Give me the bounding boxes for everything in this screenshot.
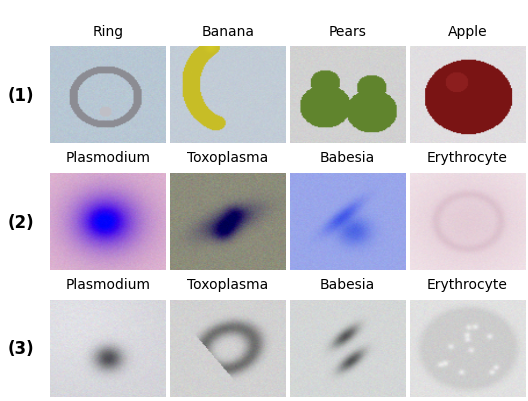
- Text: Toxoplasma: Toxoplasma: [187, 277, 268, 292]
- Text: (1): (1): [8, 86, 34, 104]
- Text: (3): (3): [8, 340, 34, 358]
- Text: Pears: Pears: [329, 24, 366, 38]
- Text: Toxoplasma: Toxoplasma: [187, 151, 268, 165]
- Text: Banana: Banana: [201, 24, 254, 38]
- Text: (2): (2): [8, 213, 34, 231]
- Text: Erythrocyte: Erythrocyte: [427, 151, 508, 165]
- Text: Apple: Apple: [448, 24, 487, 38]
- Text: Babesia: Babesia: [320, 151, 375, 165]
- Text: Plasmodium: Plasmodium: [65, 151, 150, 165]
- Text: Ring: Ring: [92, 24, 124, 38]
- Text: Plasmodium: Plasmodium: [65, 277, 150, 292]
- Text: Erythrocyte: Erythrocyte: [427, 277, 508, 292]
- Text: Babesia: Babesia: [320, 277, 375, 292]
